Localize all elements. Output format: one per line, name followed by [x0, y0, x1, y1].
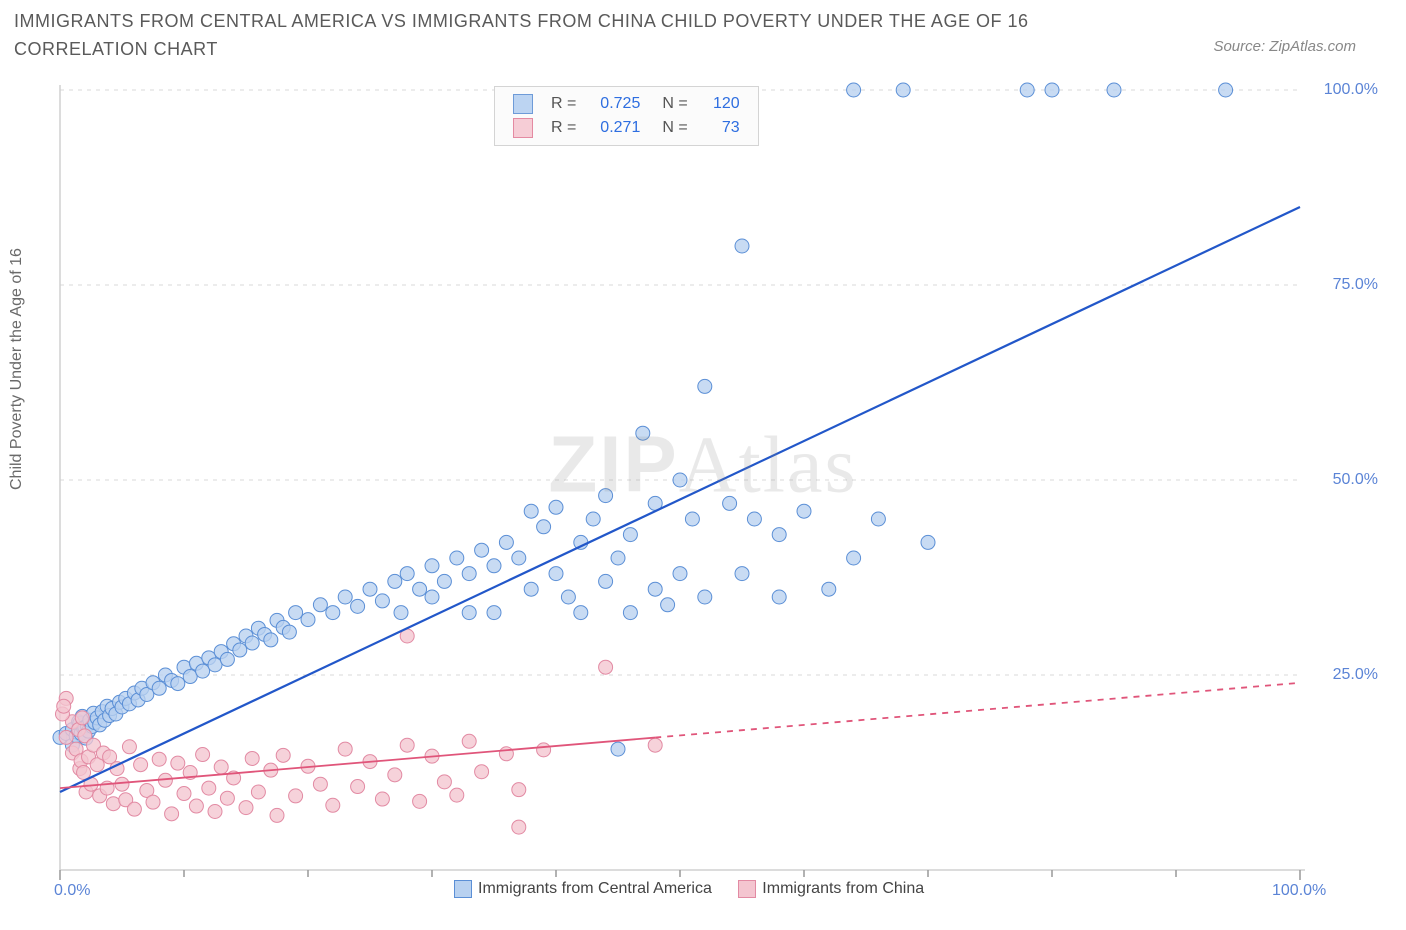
- x-tick-label: 100.0%: [1272, 882, 1326, 900]
- y-tick-label: 75.0%: [1308, 276, 1378, 294]
- y-tick-label: 100.0%: [1308, 81, 1378, 99]
- y-tick-label: 50.0%: [1308, 471, 1378, 489]
- swatch-series1: [454, 880, 472, 898]
- chart-title: IMMIGRANTS FROM CENTRAL AMERICA VS IMMIG…: [14, 8, 1114, 64]
- legend-statistics: R = 0.725 N = 120 R = 0.271 N = 73: [494, 86, 759, 146]
- legend-series: Immigrants from Central America Immigran…: [432, 880, 924, 898]
- swatch-series2: [738, 880, 756, 898]
- source-label: Source: ZipAtlas.com: [1213, 38, 1356, 55]
- scatter-plot: [50, 80, 1360, 890]
- legend-series2-label: Immigrants from China: [762, 880, 924, 897]
- x-tick-label: 0.0%: [54, 882, 90, 900]
- legend-series1-label: Immigrants from Central America: [478, 880, 712, 897]
- y-tick-label: 25.0%: [1308, 666, 1378, 684]
- y-axis-label: Child Poverty Under the Age of 16: [8, 248, 26, 490]
